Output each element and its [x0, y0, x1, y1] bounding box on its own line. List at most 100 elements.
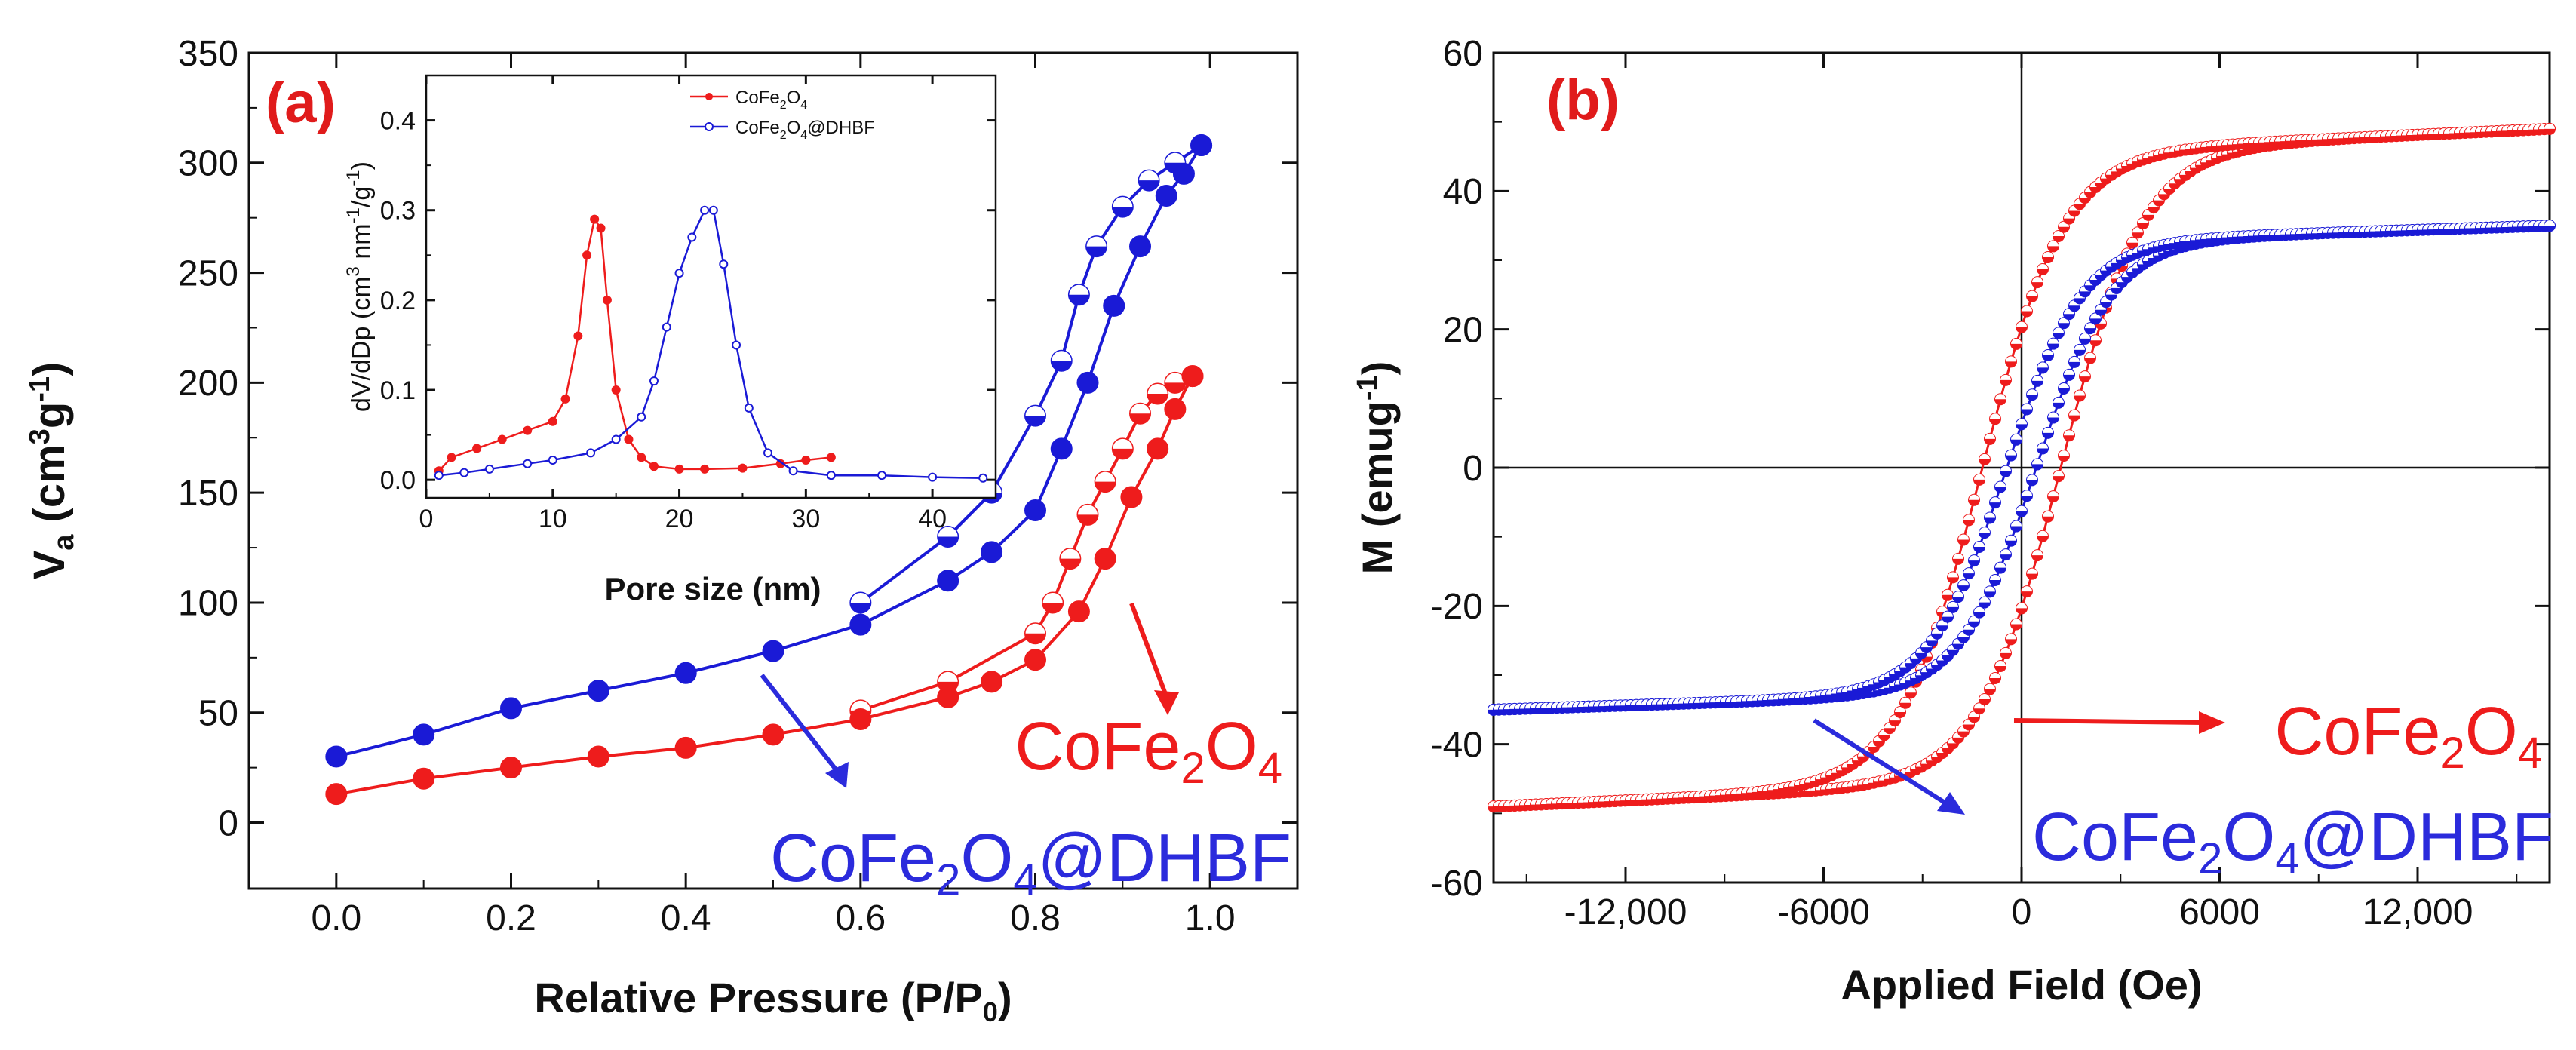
panel-b-y-tick-label: 20: [1443, 310, 1483, 350]
hysteresis-cofe2o4-dhbf-descending-point-half: [2011, 434, 2022, 440]
panel-a: 0.0 0.2 0.4 0.6 0.8 1.0 050100150200250300350…: [24, 34, 1299, 1027]
hysteresis-cofe2o4-descending-point-half: [1974, 474, 1985, 480]
inset-cofe2o4-dhbf-point: [459, 468, 469, 477]
hysteresis-cofe2o4-descending-point-half: [2011, 338, 2022, 344]
hysteresis-cofe2o4-descending-point-half: [2000, 374, 2011, 380]
inset-y-ticks: 0.0 0.1 0.2 0.3 0.4: [380, 106, 996, 495]
cofe2o4-adsorption-point: [849, 708, 872, 730]
inset-cofe2o4-point: [674, 464, 684, 474]
cofe2o4-desorption-point-half: [1147, 383, 1168, 394]
hysteresis-cofe2o4-dhbf-descending-point-half: [2032, 375, 2043, 381]
panel-b-label: (b): [1546, 68, 1620, 132]
cofe2o4-dhbf-adsorption-point: [981, 541, 1003, 563]
inset-cofe2o4-point: [582, 250, 592, 260]
cofe2o4-adsorption-point: [1120, 486, 1143, 508]
hysteresis-cofe2o4-dhbf-descending-point-half: [1990, 497, 2000, 503]
hysteresis-cofe2o4-dhbf-descending-point-half: [2048, 338, 2059, 344]
panel-a-y-tick-label: 350: [178, 34, 238, 74]
hysteresis-cofe2o4-descending-point-half: [1905, 687, 1916, 693]
inset-cofe2o4-point: [573, 331, 583, 341]
cofe2o4-adsorption-point: [1067, 600, 1090, 623]
cofe2o4-adsorption-point: [587, 745, 609, 768]
cofe2o4-adsorption-point: [1147, 438, 1169, 460]
cofe2o4-dhbf-adsorption-point: [500, 697, 522, 720]
hysteresis-cofe2o4-dhbf-descending-point-half: [1995, 481, 2006, 487]
hysteresis-cofe2o4-ascending-point-half: [2127, 237, 2138, 243]
inset-x-tick-label: 10: [539, 505, 567, 533]
panel-b-x-tick-label: 12,000: [2363, 892, 2473, 932]
inset-x-tick-label: 40: [918, 505, 947, 533]
inset-cofe2o4-point: [472, 444, 482, 453]
inset-cofe2o4-point: [548, 416, 557, 426]
inset-cofe2o4-dhbf-point: [788, 466, 798, 476]
inset-legend-item-cofe2o4: CoFe2O4: [690, 88, 807, 112]
hysteresis-cofe2o4-ascending-point-half: [2059, 450, 2069, 456]
cofe2o4-desorption-point-half: [1130, 404, 1150, 414]
cofe2o4-desorption-point-half: [850, 700, 870, 711]
panel-b-x-label: Applied Field (Oe): [1841, 961, 2202, 1009]
panel-b-annotation-cofe2o4: CoFe2O4: [2274, 694, 2542, 778]
inset-frame: [425, 74, 997, 499]
cofe2o4-dhbf-desorption-point-half: [1025, 406, 1045, 416]
cofe2o4-desorption-point-half: [938, 671, 958, 682]
cofe2o4-dhbf-desorption-point-half: [1086, 236, 1107, 247]
inset-cofe2o4-dhbf-point: [523, 459, 533, 468]
hysteresis-cofe2o4-descending-point-half: [2027, 290, 2037, 296]
inset-cofe2o4-point: [700, 464, 710, 474]
cofe2o4-dhbf-adsorption-point: [1190, 134, 1213, 156]
panel-a-x-tick-label: 0.4: [661, 898, 711, 938]
inset-x-tick-label: 30: [791, 505, 820, 533]
cofe2o4-dhbf-desorption-point-half: [1069, 284, 1089, 295]
inset-y-tick-label: 0.0: [380, 466, 416, 495]
cofe2o4-dhbf-adsorption-point: [325, 745, 348, 768]
hysteresis-cofe2o4-dhbf-descending-point-half: [2006, 450, 2016, 456]
svg-text:CoFe2O4@DHBF: CoFe2O4@DHBF: [735, 118, 875, 142]
panel-a-x-tick-label: 0.0: [311, 898, 361, 938]
cofe2o4-adsorption-point: [1024, 649, 1046, 671]
panel-a-y-label: Va (cm3g-1): [24, 362, 80, 580]
panel-b-y-tick-label: -20: [1431, 587, 1483, 627]
cofe2o4-dhbf-adsorption-point: [587, 680, 609, 702]
hysteresis-cofe2o4-dhbf-ascending-point-half: [2069, 356, 2080, 362]
inset-cofe2o4-dhbf-point: [586, 448, 596, 458]
cofe2o4-adsorption-line: [336, 375, 1194, 796]
inset-y-tick-label: 0.4: [380, 106, 416, 135]
hysteresis-cofe2o4-dhbf-ascending-point-half: [2011, 520, 2022, 527]
cofe2o4-dhbf-adsorption-point: [937, 570, 959, 592]
hysteresis-cofe2o4-dhbf-ascending-point-half: [1974, 606, 1985, 612]
hysteresis-cofe2o4-dhbf-ascending-point-half: [2016, 505, 2027, 511]
hysteresis-cofe2o4-descending-point-half: [1958, 534, 1969, 540]
cofe2o4-dhbf-desorption-point-half: [1139, 170, 1159, 181]
hysteresis-cofe2o4-descending-point-half: [2016, 321, 2027, 327]
inset-cofe2o4-point: [801, 455, 811, 465]
cofe2o4-adsorption-point: [762, 723, 784, 746]
hysteresis-cofe2o4-descending-point-half: [1969, 494, 1979, 500]
inset-cofe2o4-dhbf-point: [928, 472, 938, 482]
hysteresis-cofe2o4-dhbf-ascending-point-half: [2048, 412, 2059, 418]
panel-a-y-tick-label: 0: [218, 803, 238, 843]
inset-cofe2o4-dhbf-point: [662, 322, 671, 332]
cofe2o4-dhbf-adsorption-point: [1076, 371, 1099, 394]
hysteresis-cofe2o4-dhbf-descending-point-half: [2016, 419, 2027, 425]
hysteresis-cofe2o4-dhbf-descending-point-half: [2022, 404, 2032, 410]
hysteresis-cofe2o4-ascending-point-half: [2000, 647, 2011, 653]
inset-cofe2o4-dhbf-point: [978, 473, 988, 483]
inset-cofe2o4-dhbf-point: [826, 471, 836, 480]
hysteresis-cofe2o4-ascending-point-half: [2006, 634, 2016, 640]
inset-cofe2o4-dhbf-point: [763, 448, 772, 458]
hysteresis-cofe2o4-dhbf-descending-point-half: [2037, 362, 2048, 368]
inset-y-tick-label: 0.1: [380, 376, 416, 405]
panel-a-data: [325, 134, 1213, 806]
inset-cofe2o4-dhbf-point: [719, 259, 729, 269]
inset-x-ticks: 0 10 20 30 40: [419, 75, 947, 533]
hysteresis-cofe2o4-ascending-point-half: [2053, 471, 2064, 477]
cofe2o4-desorption-point-half: [1060, 548, 1080, 559]
hysteresis-cofe2o4-dhbf-descending-point-half: [1974, 542, 1985, 548]
panel-a-annotation-cofe2o4-dhbf: CoFe2O4@DHBF: [770, 821, 1291, 904]
inset-cofe2o4-point: [560, 394, 570, 404]
inset-chart: 0 10 20 30 40 0.0 0.1 0.2 0.3 0.4 Pore size (nm)…: [343, 74, 997, 606]
hysteresis-cofe2o4-ascending-point-half: [1979, 693, 1990, 699]
hysteresis-cofe2o4-dhbf-ascending-point-half: [2000, 549, 2011, 555]
hysteresis-cofe2o4-ascending-point-half: [2043, 511, 2053, 517]
inset-cofe2o4-dhbf-point: [548, 455, 557, 465]
